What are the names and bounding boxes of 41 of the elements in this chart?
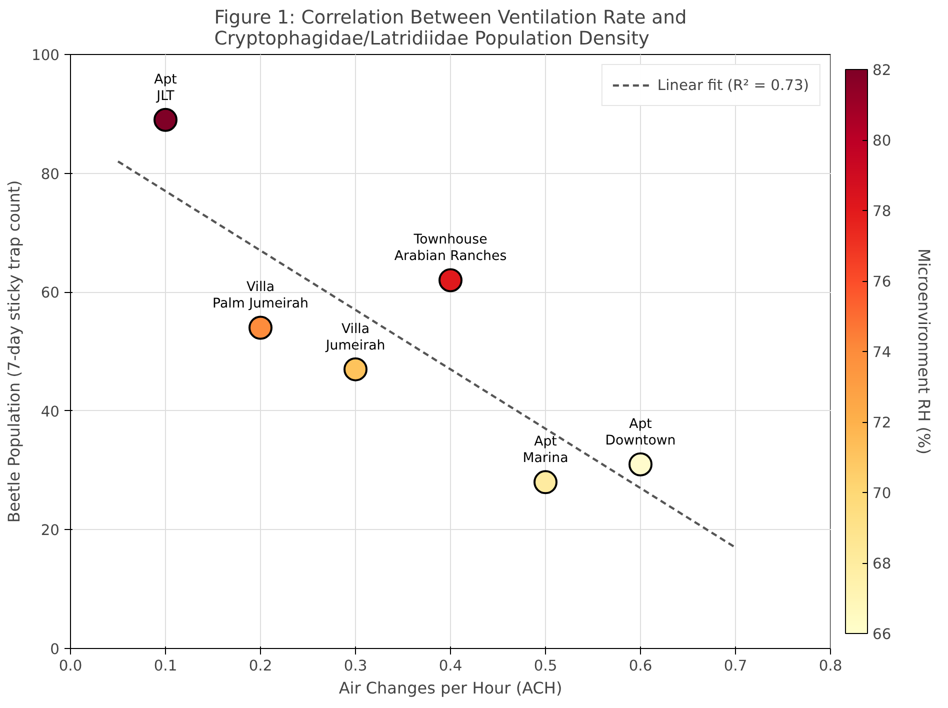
point xyxy=(154,108,178,132)
y-tick-label: 60 xyxy=(40,284,60,302)
color-bar-title: Microenvironment RH (%) xyxy=(914,248,934,454)
x-tick-label: 0.0 xyxy=(58,658,82,674)
color-bar-label: 80 xyxy=(872,132,892,150)
y-tick-label: 80 xyxy=(40,166,60,183)
point xyxy=(628,452,652,476)
point xyxy=(248,316,272,340)
y-tick-label: 100 xyxy=(32,47,60,64)
color-bar-label: 74 xyxy=(872,344,892,361)
annotation: Townhouse Arabian Ranches xyxy=(394,232,507,264)
y-tick-label: 40 xyxy=(40,403,60,420)
chart-title: Figure 1: Correlation Between Ventilation Rate and Cryptophagidae/Latridiidae Population Density xyxy=(214,8,687,50)
color-bar-label: 76 xyxy=(872,274,892,290)
point xyxy=(534,470,558,494)
y-tick-label: 0 xyxy=(50,641,60,658)
color-bar-label: 78 xyxy=(872,203,892,220)
x-tick-label: 0.1 xyxy=(154,658,178,674)
x-tick-label: 0.2 xyxy=(248,658,272,674)
annotation: Apt Downtown xyxy=(605,416,676,448)
point xyxy=(438,268,462,292)
y-tick-label: 20 xyxy=(40,522,60,540)
y-axis-title: Beetle Population (7-day sticky trap count) xyxy=(4,180,24,523)
color-bar-label: 66 xyxy=(872,626,892,643)
x-tick-label: 0.6 xyxy=(628,658,652,674)
annotation: Apt JLT xyxy=(154,72,177,104)
legend-label: Linear fit (R² = 0.73) xyxy=(657,76,809,94)
color-bar-label: 68 xyxy=(872,556,892,572)
x-tick-label: 0.8 xyxy=(818,658,842,674)
color-bar-label: 82 xyxy=(872,62,892,79)
color-bar-label: 72 xyxy=(872,414,892,432)
x-tick-label: 0.3 xyxy=(344,658,368,674)
x-axis-title: Air Changes per Hour (ACH) xyxy=(338,678,562,698)
annotation: Villa Jumeirah xyxy=(324,322,386,354)
color-bar-label: 70 xyxy=(872,485,892,502)
x-tick-label: 0.7 xyxy=(724,658,748,674)
x-tick-label: 0.4 xyxy=(438,658,462,674)
x-tick-label: 0.5 xyxy=(534,658,558,674)
annotation: Apt Marina xyxy=(522,434,568,466)
point xyxy=(344,357,368,382)
annotation: Villa Palm Jumeirah xyxy=(212,280,308,312)
